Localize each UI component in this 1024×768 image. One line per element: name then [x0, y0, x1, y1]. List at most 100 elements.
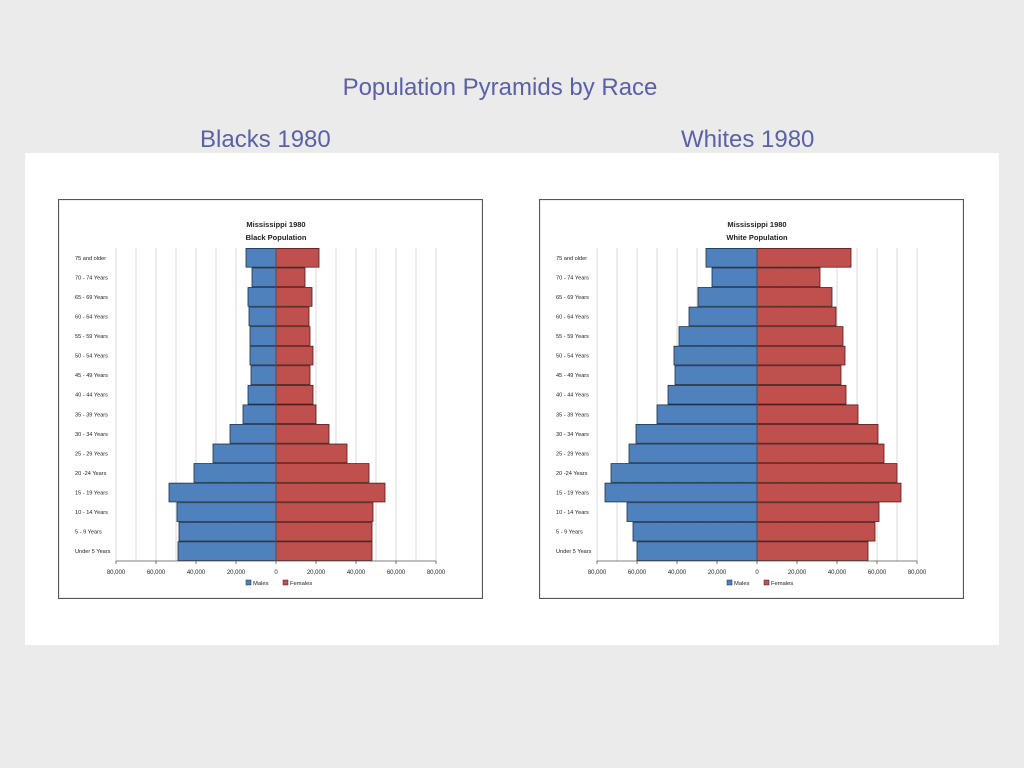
black-bar-female: [275, 287, 313, 307]
white-bar-male: [610, 463, 758, 483]
white-bar-male: [667, 384, 758, 405]
black-bar-female: [275, 384, 314, 405]
black-category-label: 60 - 64 Years: [75, 314, 108, 320]
black-tick-label: 80,000: [107, 570, 126, 576]
white-chart-title: Mississippi 1980: [727, 220, 786, 229]
white-bar-male: [688, 306, 758, 327]
white-category-label: 40 - 44 Years: [556, 393, 589, 399]
white-bar-female: [756, 384, 847, 405]
white-bar-male: [626, 502, 758, 522]
white-bar-female: [756, 365, 842, 385]
black-bar-female: [275, 365, 311, 385]
black-bar-female: [275, 404, 317, 425]
white-tick-label: 40,000: [668, 570, 687, 576]
white-bar-female: [756, 424, 879, 444]
white-bar-female: [756, 287, 833, 307]
black-category-label: 70 - 74 Years: [75, 275, 108, 281]
black-category-label: 20 -24 Years: [75, 471, 107, 477]
white-category-label: 70 - 74 Years: [556, 275, 589, 281]
white-bar-female: [756, 482, 902, 503]
white-bar-male: [635, 424, 758, 444]
black-tick-label: 60,000: [147, 570, 166, 576]
white-category-label: 50 - 54 Years: [556, 354, 589, 360]
black-category-label: 55 - 59 Years: [75, 334, 108, 340]
white-bar-male: [604, 482, 758, 503]
white-category-label: 25 - 29 Years: [556, 451, 589, 457]
black-category-label: 50 - 54 Years: [75, 354, 108, 360]
black-bar-female: [275, 482, 386, 503]
black-bar-female: [275, 345, 314, 366]
black-category-label: 75 and older: [75, 256, 106, 262]
white-category-label: 75 and older: [556, 256, 587, 262]
white-bar-female: [756, 345, 846, 366]
black-category-label: 10 - 14 Years: [75, 510, 108, 516]
white-bar-female: [756, 404, 859, 425]
black-population-pyramid: Mississippi 1980 Black Population Under 5 …: [58, 199, 483, 599]
white-tick-label: 60,000: [628, 570, 647, 576]
white-bar-male: [628, 443, 758, 464]
white-category-label: Under 5 Years: [556, 549, 592, 555]
white-bar-female: [756, 541, 869, 562]
black-bar-female: [275, 247, 320, 268]
black-chart-subtitle: Black Population: [246, 233, 307, 242]
black-bar-male: [251, 267, 277, 288]
white-legend-label-females: Females: [771, 581, 793, 587]
black-chart-title: Mississippi 1980: [246, 220, 305, 229]
black-category-label: 35 - 39 Years: [75, 412, 108, 418]
white-category-label: 5 - 9 Years: [556, 530, 583, 536]
black-bar-female: [275, 306, 310, 327]
white-bar-female: [756, 326, 844, 346]
white-pyramid-svg: Mississippi 1980 White Population Under 5 …: [539, 199, 964, 599]
black-category-label: 30 - 34 Years: [75, 432, 108, 438]
black-tick-label: 40,000: [347, 570, 366, 576]
white-bar-male: [711, 267, 758, 288]
white-population-pyramid: Mississippi 1980 White Population Under 5 …: [539, 199, 964, 599]
black-bar-female: [275, 267, 306, 288]
black-tick-label: 80,000: [427, 570, 446, 576]
black-bar-female: [275, 502, 374, 522]
black-category-label: 15 - 19 Years: [75, 491, 108, 497]
white-legend-swatch-males: [726, 579, 733, 586]
white-bar-female: [756, 306, 837, 327]
black-bar-female: [275, 443, 348, 464]
black-pyramid-svg: Mississippi 1980 Black Population Under 5 …: [58, 199, 483, 599]
white-tick-label: 20,000: [708, 570, 727, 576]
white-tick-label: 0: [755, 570, 759, 576]
white-category-label: 10 - 14 Years: [556, 510, 589, 516]
white-bar-male: [636, 541, 758, 562]
white-chart-subtitle: White Population: [726, 233, 788, 242]
white-bar-female: [756, 247, 852, 268]
black-bar-male: [242, 404, 277, 425]
black-bar-male: [168, 482, 277, 503]
black-bar-male: [212, 443, 277, 464]
white-tick-label: 80,000: [588, 570, 607, 576]
white-bar-male: [674, 365, 758, 385]
white-category-label: 45 - 49 Years: [556, 373, 589, 379]
black-category-label: 5 - 9 Years: [75, 530, 102, 536]
black-legend-label-males: Males: [253, 581, 269, 587]
white-category-label: 55 - 59 Years: [556, 334, 589, 340]
white-category-label: 20 -24 Years: [556, 471, 588, 477]
white-category-label: 30 - 34 Years: [556, 432, 589, 438]
white-bar-female: [756, 463, 898, 483]
white-bar-female: [756, 502, 880, 522]
black-legend-swatch-females: [282, 579, 289, 586]
black-bar-male: [247, 384, 277, 405]
white-bar-male: [678, 326, 758, 346]
black-bar-female: [275, 424, 330, 444]
left-chart-heading: Blacks 1980: [200, 126, 331, 153]
white-bar-male: [705, 247, 758, 268]
black-bar-male: [229, 424, 277, 444]
black-tick-label: 60,000: [387, 570, 406, 576]
black-bar-male: [193, 463, 277, 483]
black-bar-male: [245, 247, 277, 268]
white-tick-label: 60,000: [868, 570, 887, 576]
black-tick-label: 20,000: [227, 570, 246, 576]
black-bar-female: [275, 326, 311, 346]
white-bar-male: [656, 404, 758, 425]
white-bar-male: [697, 287, 758, 307]
white-category-label: 15 - 19 Years: [556, 491, 589, 497]
white-legend-swatch-females: [763, 579, 770, 586]
black-category-label: 40 - 44 Years: [75, 393, 108, 399]
white-tick-label: 40,000: [828, 570, 847, 576]
